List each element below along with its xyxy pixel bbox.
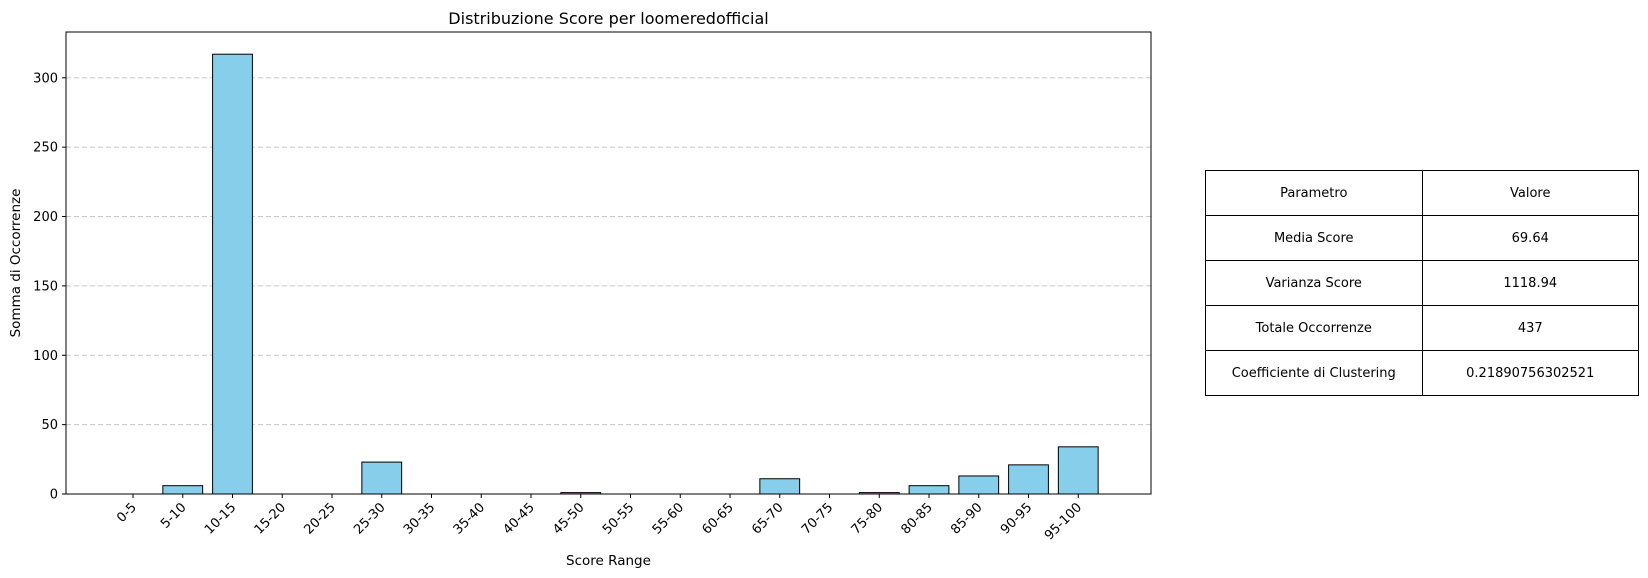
y-tick-label: 0 bbox=[50, 488, 58, 503]
bar-5-10 bbox=[162, 485, 204, 495]
table-cell-value: 437 bbox=[1421, 305, 1639, 351]
x-tick-label: 40-45 bbox=[501, 500, 538, 537]
x-tick-label: 0-5 bbox=[114, 500, 140, 526]
table-cell-param: Varianza Score bbox=[1205, 260, 1423, 306]
bar-90-95 bbox=[1008, 464, 1049, 495]
x-tick-label: 20-25 bbox=[302, 500, 339, 537]
bar-65-70 bbox=[759, 478, 801, 495]
x-tick-label: 5-10 bbox=[158, 500, 189, 531]
x-tick-label: 45-50 bbox=[550, 500, 587, 537]
y-axis-label: Somma di Occorrenze bbox=[8, 189, 24, 338]
chart-title: Distribuzione Score per loomeredofficial bbox=[448, 9, 768, 28]
x-tick-label: 30-35 bbox=[401, 500, 438, 537]
y-axis-ticks: 0 50 100 150 200 250 300 bbox=[33, 71, 66, 503]
bar-95-100 bbox=[1057, 446, 1099, 495]
bar-10-15 bbox=[212, 53, 253, 495]
table-row: Totale Occorrenze 437 bbox=[1205, 305, 1639, 351]
x-tick-label: 50-55 bbox=[600, 500, 637, 537]
bar-25-30 bbox=[361, 461, 403, 495]
table-cell-value: 69.64 bbox=[1421, 215, 1639, 261]
y-tick-label: 200 bbox=[33, 210, 58, 225]
table-cell-param: Coefficiente di Clustering bbox=[1205, 350, 1423, 396]
x-axis-ticks: 0-5 5-10 10-15 15-20 20-25 25-30 30-35 35-40 40-… bbox=[114, 494, 1085, 543]
y-tick-label: 300 bbox=[33, 71, 58, 86]
x-tick-label: 60-65 bbox=[700, 500, 737, 537]
x-tick-label: 25-30 bbox=[351, 500, 388, 537]
x-tick-label: 15-20 bbox=[252, 500, 289, 537]
y-tick-label: 150 bbox=[33, 279, 58, 294]
x-axis-label: Score Range bbox=[566, 553, 651, 569]
table-header-cell: Parametro bbox=[1205, 170, 1423, 216]
table-row: Media Score 69.64 bbox=[1205, 215, 1639, 261]
table-header-row: Parametro Valore bbox=[1205, 170, 1639, 216]
x-tick-label: 90-95 bbox=[998, 500, 1035, 537]
x-tick-label: 35-40 bbox=[451, 500, 488, 537]
table-row: Varianza Score 1118.94 bbox=[1205, 260, 1639, 306]
table-row: Coefficiente di Clustering 0.21890756302… bbox=[1205, 350, 1639, 396]
table-cell-value: 0.21890756302521 bbox=[1421, 350, 1639, 396]
stats-table: Parametro Valore Media Score 69.64 Varia… bbox=[1205, 170, 1639, 396]
x-tick-label: 95-100 bbox=[1042, 500, 1085, 543]
y-tick-label: 250 bbox=[33, 141, 58, 156]
x-tick-label: 70-75 bbox=[799, 500, 836, 537]
bar-chart: 0 50 100 150 200 250 300 0-5 5-10 10-15 15-20 20-2… bbox=[8, 9, 1152, 569]
x-tick-label: 65-70 bbox=[749, 500, 786, 537]
table-cell-param: Totale Occorrenze bbox=[1205, 305, 1423, 351]
bar-80-85 bbox=[908, 485, 950, 495]
x-tick-label: 80-85 bbox=[899, 500, 936, 537]
x-tick-label: 85-90 bbox=[948, 500, 985, 537]
y-tick-label: 50 bbox=[41, 418, 58, 433]
y-tick-label: 100 bbox=[33, 349, 58, 364]
x-tick-label: 10-15 bbox=[202, 500, 239, 537]
table-cell-param: Media Score bbox=[1205, 215, 1423, 261]
bars bbox=[162, 53, 1099, 495]
x-tick-label: 75-80 bbox=[849, 500, 886, 537]
x-tick-label: 55-60 bbox=[650, 500, 687, 537]
bar-85-90 bbox=[958, 475, 1000, 495]
plot-frame bbox=[65, 31, 1152, 495]
table-header-cell: Valore bbox=[1421, 170, 1639, 216]
table-cell-value: 1118.94 bbox=[1421, 260, 1639, 306]
